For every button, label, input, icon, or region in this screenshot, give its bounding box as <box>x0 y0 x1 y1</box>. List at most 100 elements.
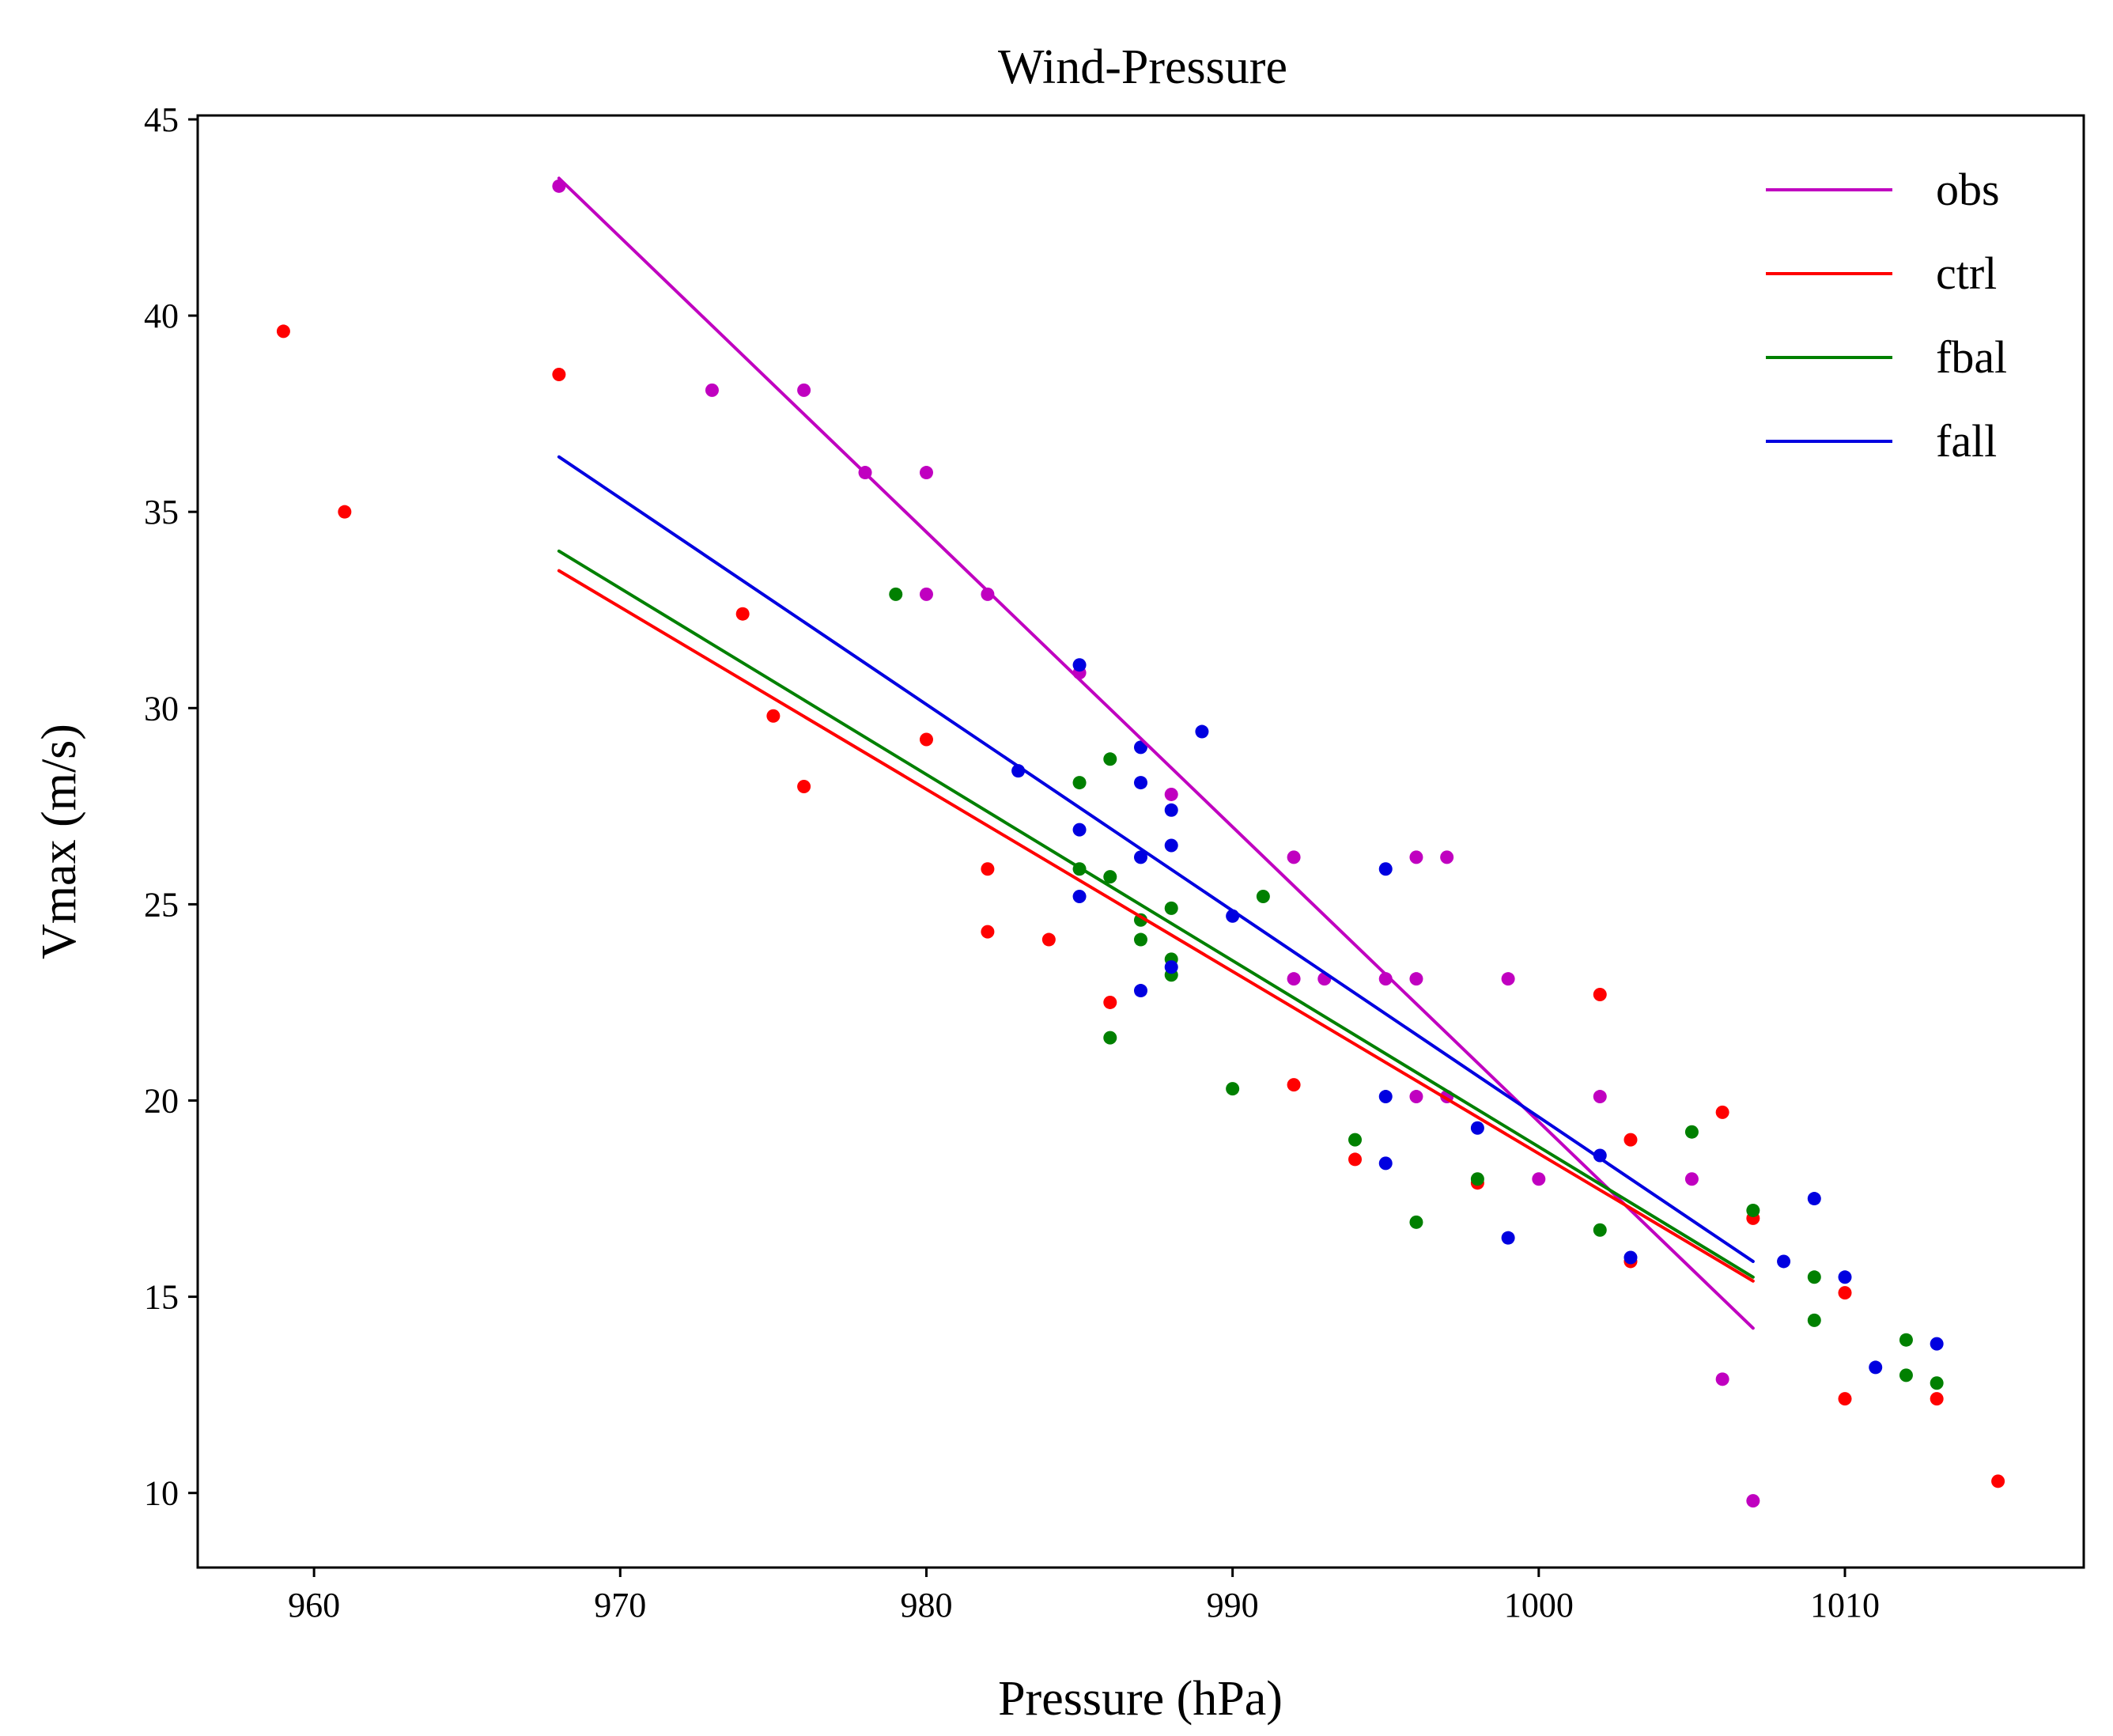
fbal-point <box>1134 913 1147 927</box>
x-tick-label: 980 <box>900 1586 952 1624</box>
fbal-point <box>1164 901 1178 915</box>
obs-point <box>1593 1090 1607 1104</box>
y-tick-label: 15 <box>144 1278 179 1317</box>
ctrl-point <box>1623 1133 1638 1147</box>
chart-title: Wind-Pressure <box>998 40 1287 94</box>
ctrl-point <box>735 607 750 621</box>
fall-point <box>1869 1360 1883 1375</box>
obs-point <box>1409 972 1423 986</box>
fall-point <box>1134 740 1147 755</box>
obs-point <box>1409 850 1423 864</box>
ctrl-point <box>1348 1152 1363 1167</box>
ctrl-point <box>981 862 995 876</box>
fbal-point <box>1226 1082 1240 1096</box>
fall-point <box>1838 1270 1852 1284</box>
obs-fit-line <box>557 176 1755 1330</box>
fbal-point <box>1348 1133 1363 1147</box>
fbal-point <box>889 587 903 601</box>
fbal-point <box>1593 1223 1607 1237</box>
fall-point <box>1378 1156 1393 1171</box>
fall-point <box>1930 1337 1944 1351</box>
ctrl-point <box>552 368 566 382</box>
obs-point <box>981 587 995 601</box>
fall-point <box>1164 803 1178 817</box>
y-tick-label: 35 <box>144 493 179 531</box>
y-tick-label: 10 <box>144 1474 179 1513</box>
obs-point <box>1409 1090 1423 1104</box>
x-axis: 960 970 980 990 1000 1010 <box>288 1568 1880 1624</box>
fall-point <box>1134 984 1147 998</box>
fall-point <box>1072 658 1087 672</box>
ctrl-point <box>797 780 811 794</box>
fbal-point <box>1409 1215 1423 1229</box>
ctrl-point <box>276 324 290 339</box>
fall-point <box>1164 838 1178 853</box>
ctrl-point <box>1838 1286 1852 1300</box>
fall-point <box>1195 724 1209 739</box>
y-tick-label: 30 <box>144 689 179 728</box>
ctrl-point <box>1593 988 1607 1002</box>
y-tick-label: 20 <box>144 1082 179 1121</box>
ctrl-point <box>766 709 781 723</box>
obs-point <box>797 383 811 397</box>
ctrl-fit-line <box>557 569 1755 1283</box>
fall-point <box>1164 960 1178 974</box>
obs-point <box>1287 850 1301 864</box>
fbal-point <box>1103 1031 1117 1045</box>
plot-area <box>276 176 2005 1508</box>
x-tick-label: 990 <box>1207 1586 1259 1624</box>
ctrl-point <box>338 505 352 519</box>
fall-point <box>1378 862 1393 876</box>
fall-point <box>1134 776 1147 790</box>
ctrl-point <box>1287 1078 1301 1092</box>
ctrl-point <box>1103 995 1117 1009</box>
ctrl-point <box>919 732 933 747</box>
x-axis-label: Pressure (hPa) <box>998 1672 1283 1726</box>
fbal-point <box>1807 1270 1821 1284</box>
fbal-point <box>1256 889 1270 903</box>
ctrl-point <box>981 925 995 939</box>
fbal-point <box>1684 1125 1699 1139</box>
obs-point <box>705 383 719 397</box>
x-tick-label: 1000 <box>1504 1586 1574 1624</box>
fbal-fit-line <box>557 549 1755 1279</box>
fall-point <box>1777 1254 1791 1269</box>
fbal-point <box>1930 1376 1944 1390</box>
fall-point <box>1378 1090 1393 1104</box>
fbal-point <box>1134 932 1147 947</box>
legend: obs ctrl fbal fall <box>1766 164 2007 467</box>
fall-point <box>1134 850 1147 864</box>
obs-point <box>1746 1494 1760 1508</box>
fall-point <box>1623 1250 1638 1265</box>
y-axis-label: Vmax (m/s) <box>32 724 86 959</box>
fbal-point <box>1103 752 1117 766</box>
fbal-point <box>1470 1172 1484 1186</box>
legend-label-ctrl: ctrl <box>1936 248 1997 299</box>
legend-label-fbal: fbal <box>1936 331 2007 383</box>
ctrl-point <box>1930 1392 1944 1406</box>
y-tick-label: 45 <box>144 100 179 139</box>
fbal-point <box>1072 776 1087 790</box>
fall-point <box>1072 889 1087 903</box>
fall-fit-line <box>557 455 1755 1263</box>
obs-point <box>1532 1172 1546 1186</box>
x-tick-label: 1010 <box>1810 1586 1880 1624</box>
fbal-point <box>1899 1333 1913 1347</box>
fall-point <box>1501 1231 1515 1245</box>
obs-point <box>1715 1372 1729 1386</box>
obs-point <box>1164 787 1178 801</box>
obs-point <box>1684 1172 1699 1186</box>
obs-point <box>1440 850 1454 864</box>
fbal-point <box>1899 1368 1913 1382</box>
ctrl-point <box>1838 1392 1852 1406</box>
x-tick-label: 960 <box>288 1586 340 1624</box>
obs-point <box>919 587 933 601</box>
obs-point <box>1287 972 1301 986</box>
obs-point <box>1501 972 1515 986</box>
fall-point <box>1072 823 1087 837</box>
obs-point <box>919 466 933 480</box>
x-tick-label: 970 <box>594 1586 646 1624</box>
legend-label-fall: fall <box>1936 415 1997 467</box>
fall-point <box>1470 1121 1484 1135</box>
